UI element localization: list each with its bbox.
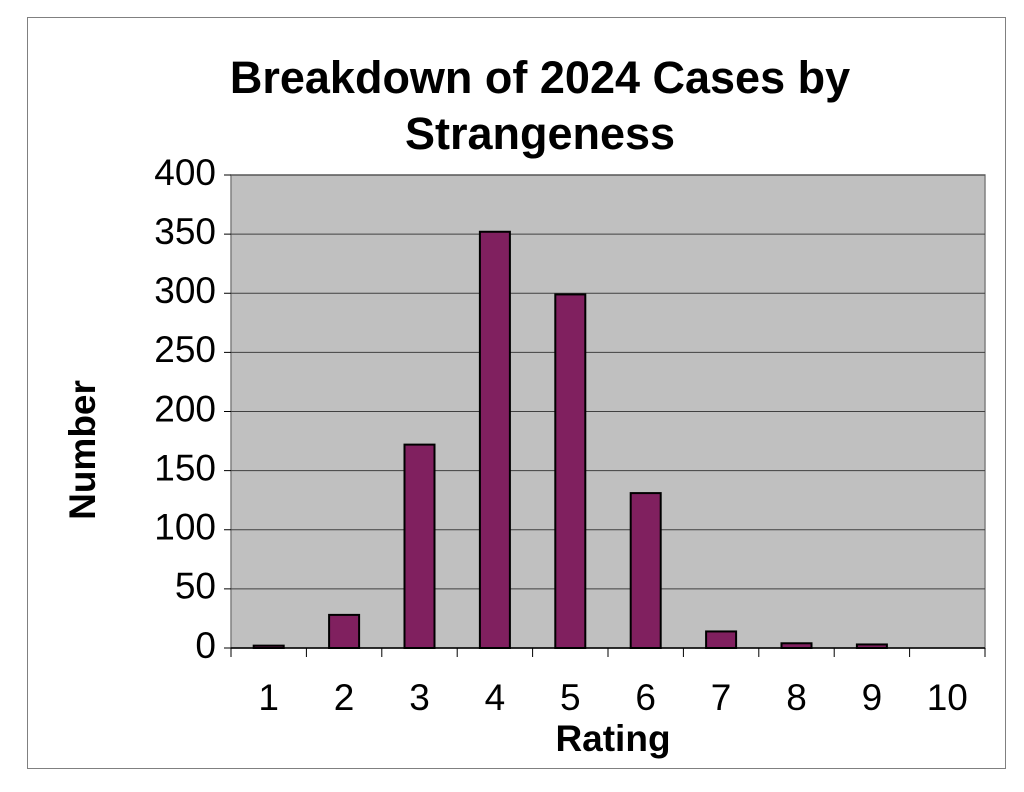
x-tick-label: 1: [258, 677, 279, 718]
bar: [629, 492, 662, 649]
bar: [478, 230, 511, 649]
bar: [705, 630, 738, 650]
y-tick-label: 250: [154, 329, 216, 370]
y-tick-label: 200: [154, 388, 216, 429]
bar: [855, 643, 888, 650]
y-tick-label: 400: [154, 152, 216, 193]
bar: [328, 613, 361, 650]
x-tick-label: 8: [786, 677, 807, 718]
bar: [554, 293, 587, 649]
x-tick-label: 4: [485, 677, 506, 718]
x-axis-title: Rating: [555, 718, 670, 759]
y-tick-label: 150: [154, 447, 216, 488]
x-tick-label: 9: [862, 677, 883, 718]
bar: [780, 642, 813, 650]
x-tick-label: 5: [560, 677, 581, 718]
x-tick-label: 10: [927, 677, 968, 718]
y-axis-title: Number: [62, 380, 103, 520]
y-tick-label: 0: [195, 625, 216, 666]
x-tick-label: 2: [334, 677, 355, 718]
x-tick-label: 7: [711, 677, 732, 718]
y-tick-label: 50: [175, 566, 216, 607]
chart-title: Breakdown of 2024 Cases by Strangeness: [229, 52, 851, 159]
y-tick-label: 300: [154, 270, 216, 311]
bar: [403, 443, 436, 649]
bar: [252, 644, 285, 650]
chart-frame: [27, 17, 1006, 769]
y-tick-label: 100: [154, 507, 216, 548]
x-tick-label: 6: [635, 677, 656, 718]
y-tick-label: 350: [154, 211, 216, 252]
x-tick-label: 3: [409, 677, 430, 718]
